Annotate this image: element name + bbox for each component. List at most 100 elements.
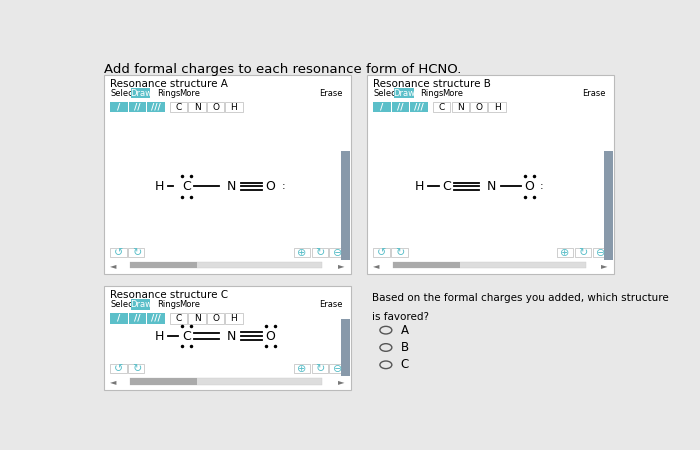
FancyBboxPatch shape	[225, 102, 243, 112]
FancyBboxPatch shape	[111, 313, 127, 324]
Text: ◄: ◄	[111, 261, 117, 270]
Text: ↻: ↻	[315, 248, 324, 258]
FancyBboxPatch shape	[330, 364, 346, 373]
FancyBboxPatch shape	[188, 313, 206, 324]
Text: ↺: ↺	[113, 248, 123, 258]
FancyBboxPatch shape	[130, 262, 323, 269]
FancyBboxPatch shape	[104, 75, 351, 274]
FancyBboxPatch shape	[294, 248, 310, 257]
FancyBboxPatch shape	[391, 248, 407, 257]
Text: Draw: Draw	[393, 89, 415, 98]
FancyBboxPatch shape	[433, 102, 450, 112]
FancyBboxPatch shape	[170, 313, 188, 324]
FancyBboxPatch shape	[312, 248, 328, 257]
Text: Rings: Rings	[420, 89, 443, 98]
FancyBboxPatch shape	[556, 248, 573, 257]
FancyBboxPatch shape	[367, 75, 614, 274]
FancyBboxPatch shape	[111, 248, 127, 257]
Text: N: N	[194, 314, 200, 323]
Text: ↻: ↻	[395, 248, 404, 258]
Text: Based on the formal charges you added, which structure: Based on the formal charges you added, w…	[372, 293, 669, 303]
FancyBboxPatch shape	[207, 313, 224, 324]
Text: O: O	[266, 329, 276, 342]
FancyBboxPatch shape	[341, 319, 349, 376]
Text: C: C	[442, 180, 452, 193]
FancyBboxPatch shape	[129, 313, 146, 324]
Text: C: C	[182, 329, 191, 342]
FancyBboxPatch shape	[188, 102, 206, 112]
FancyBboxPatch shape	[129, 102, 146, 112]
Text: :: :	[281, 181, 285, 191]
Text: is favored?: is favored?	[372, 312, 429, 322]
Text: //: //	[398, 103, 404, 112]
FancyBboxPatch shape	[393, 262, 461, 269]
Text: //: //	[134, 314, 141, 323]
FancyBboxPatch shape	[128, 364, 144, 373]
Text: ⊖: ⊖	[333, 364, 342, 374]
Text: Resonance structure C: Resonance structure C	[111, 290, 228, 300]
Text: Draw: Draw	[130, 89, 152, 98]
FancyBboxPatch shape	[294, 364, 310, 373]
Text: ⊖: ⊖	[333, 248, 342, 258]
Text: N: N	[194, 103, 200, 112]
FancyBboxPatch shape	[575, 248, 591, 257]
Text: ⊕: ⊕	[560, 248, 570, 258]
Text: /: /	[381, 103, 384, 112]
FancyBboxPatch shape	[489, 102, 506, 112]
FancyBboxPatch shape	[341, 151, 349, 260]
Text: /: /	[118, 103, 120, 112]
FancyBboxPatch shape	[111, 102, 127, 112]
FancyBboxPatch shape	[392, 102, 410, 112]
FancyBboxPatch shape	[147, 313, 164, 324]
FancyBboxPatch shape	[170, 102, 188, 112]
Text: ///: ///	[151, 103, 161, 112]
Text: Resonance structure A: Resonance structure A	[111, 79, 228, 89]
FancyBboxPatch shape	[104, 286, 351, 390]
Text: A: A	[400, 324, 409, 337]
Text: More: More	[442, 89, 463, 98]
Text: ◄: ◄	[111, 377, 117, 386]
FancyBboxPatch shape	[604, 151, 612, 260]
FancyBboxPatch shape	[330, 248, 346, 257]
Text: O: O	[475, 103, 482, 112]
Text: ↻: ↻	[132, 364, 141, 374]
Text: N: N	[457, 103, 463, 112]
Text: ⊖: ⊖	[596, 248, 605, 258]
FancyBboxPatch shape	[593, 248, 609, 257]
Text: H: H	[230, 314, 237, 323]
Text: Select: Select	[111, 300, 136, 309]
Text: O: O	[212, 103, 219, 112]
Text: Rings: Rings	[157, 300, 181, 309]
Text: Select: Select	[111, 89, 136, 98]
Text: ↺: ↺	[113, 364, 123, 374]
Text: H: H	[155, 329, 164, 342]
FancyBboxPatch shape	[131, 299, 150, 310]
Text: O: O	[266, 180, 276, 193]
Text: H: H	[494, 103, 500, 112]
Text: B: B	[400, 341, 409, 354]
Text: ►: ►	[337, 261, 344, 270]
Text: ↻: ↻	[578, 248, 587, 258]
FancyBboxPatch shape	[394, 88, 414, 99]
Text: ⊕: ⊕	[297, 364, 307, 374]
Text: ↻: ↻	[132, 248, 141, 258]
Text: More: More	[178, 300, 199, 309]
Text: Select: Select	[373, 89, 400, 98]
Text: O: O	[212, 314, 219, 323]
Text: :: :	[540, 181, 544, 191]
Text: More: More	[178, 89, 199, 98]
Text: ⊕: ⊕	[297, 248, 307, 258]
Text: C: C	[182, 180, 191, 193]
FancyBboxPatch shape	[207, 102, 224, 112]
Text: Rings: Rings	[157, 89, 181, 98]
FancyBboxPatch shape	[131, 88, 150, 99]
Text: N: N	[487, 180, 496, 193]
Text: C: C	[176, 314, 182, 323]
Text: ►: ►	[337, 377, 344, 386]
FancyBboxPatch shape	[128, 248, 144, 257]
FancyBboxPatch shape	[130, 262, 197, 269]
Text: N: N	[227, 180, 236, 193]
Text: ↺: ↺	[377, 248, 386, 258]
Text: /: /	[118, 314, 120, 323]
Text: ///: ///	[414, 103, 424, 112]
